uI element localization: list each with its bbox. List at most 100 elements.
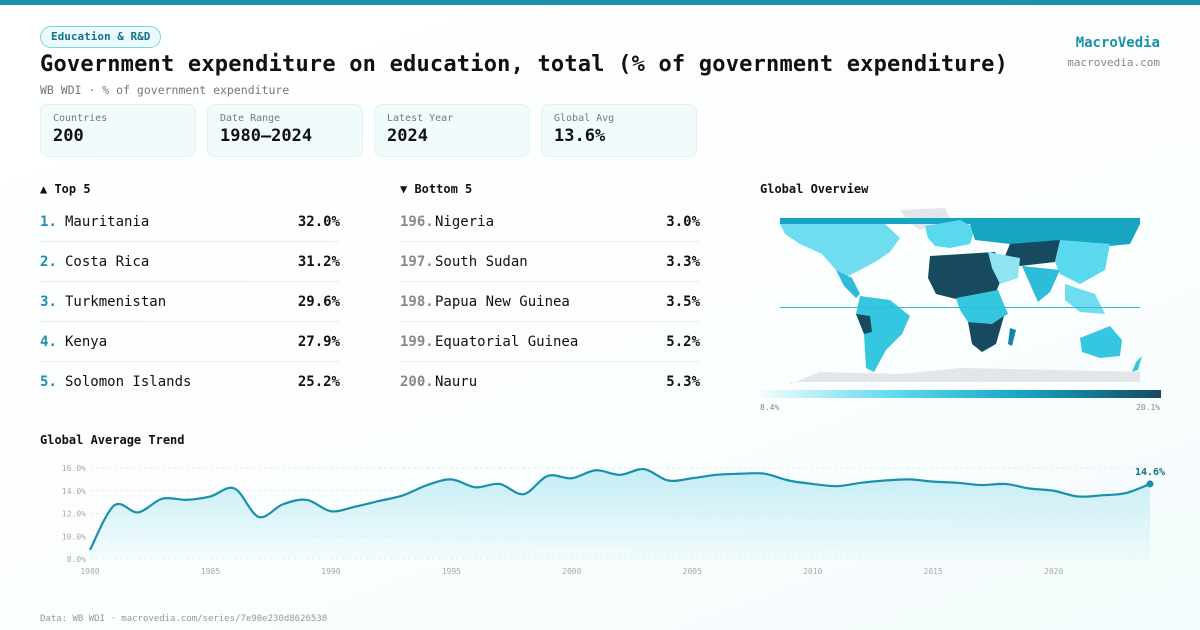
australia — [1080, 326, 1122, 358]
y-tick-label: 16.0% — [62, 464, 86, 473]
list-item[interactable]: 200. Nauru 5.3% — [400, 362, 700, 402]
map-heading: Global Overview — [760, 182, 869, 196]
country-name: Solomon Islands — [65, 374, 192, 390]
value: 5.2% — [666, 333, 700, 350]
brand-url[interactable]: macrovedia.com — [1067, 56, 1160, 69]
trend-heading: Global Average Trend — [40, 433, 185, 447]
stat-card-countries: Countries 200 — [40, 104, 196, 157]
list-item[interactable]: 198. Papua New Guinea 3.5% — [400, 282, 700, 322]
north-africa — [928, 252, 1005, 300]
stat-value: 200 — [53, 126, 84, 146]
country-name: Costa Rica — [65, 253, 150, 270]
north-america — [780, 224, 900, 276]
list-item[interactable]: 5. Solomon Islands 25.2% — [40, 362, 340, 402]
value: 25.2% — [297, 374, 340, 390]
list-item[interactable]: 197. South Sudan 3.3% — [400, 242, 700, 282]
southeast-asia — [1065, 284, 1105, 314]
bottom5-heading: ▼ Bottom 5 — [400, 182, 473, 196]
last-value-label: 14.6% — [1135, 467, 1165, 478]
antarctica — [790, 368, 1140, 384]
central-america — [836, 270, 860, 298]
stat-card-date-range: Date Range 1980–2024 — [207, 104, 363, 157]
rank: 5. — [40, 374, 57, 390]
stat-label: Global Avg — [554, 113, 615, 124]
x-tick-label: 2010 — [803, 567, 822, 576]
rank: 197. — [400, 253, 434, 270]
southern-africa — [968, 316, 1004, 352]
stat-card-latest-year: Latest Year 2024 — [374, 104, 530, 157]
stat-value: 1980–2024 — [220, 126, 313, 146]
trend-line — [89, 468, 1151, 551]
country-name: Kenya — [65, 333, 108, 350]
rank: 198. — [400, 293, 434, 310]
country-name: Mauritania — [65, 213, 150, 230]
value: 5.3% — [666, 374, 700, 390]
trend-area — [90, 469, 1150, 559]
rank: 1. — [40, 213, 57, 230]
page-subtitle: WB WDI · % of government expenditure — [40, 83, 290, 97]
south-asia — [1022, 266, 1060, 302]
country-name: Equatorial Guinea — [435, 333, 579, 350]
x-tick-label: 1980 — [80, 567, 99, 576]
x-tick-label: 1990 — [321, 567, 340, 576]
equator-line — [780, 307, 1140, 308]
country-name: Turkmenistan — [65, 293, 167, 310]
country-name: Nigeria — [435, 213, 495, 230]
madagascar — [1008, 328, 1016, 346]
value: 3.0% — [666, 213, 700, 230]
value: 3.3% — [666, 253, 700, 270]
legend-max: 20.1% — [1136, 403, 1161, 412]
south-america — [856, 296, 910, 372]
asia-east — [1055, 240, 1110, 284]
list-item[interactable]: 1. Mauritania 32.0% — [40, 202, 340, 242]
bottom5-list: 196. Nigeria 3.0% 197. South Sudan 3.3% 198. Pa… — [400, 202, 700, 402]
footer-source: Data: WB WDI · macrovedia.com/series/7e9… — [40, 614, 328, 624]
x-tick-label: 1985 — [201, 567, 220, 576]
rank: 4. — [40, 333, 57, 350]
stat-value: 13.6% — [554, 126, 606, 146]
country-name: South Sudan — [435, 253, 528, 270]
y-tick-label: 12.0% — [62, 510, 86, 519]
legend-min: 8.4% — [760, 403, 780, 412]
x-tick-label: 2020 — [1044, 567, 1063, 576]
country-name: Nauru — [435, 374, 478, 390]
list-item[interactable]: 4. Kenya 27.9% — [40, 322, 340, 362]
list-item[interactable]: 199. Equatorial Guinea 5.2% — [400, 322, 700, 362]
new-zealand — [1132, 356, 1142, 372]
rank: 196. — [400, 213, 434, 230]
y-tick-label: 8.0% — [67, 555, 86, 564]
x-tick-label: 2005 — [683, 567, 702, 576]
category-badge[interactable]: Education & R&D — [40, 26, 162, 48]
y-tick-label: 14.0% — [62, 487, 86, 496]
list-item[interactable]: 196. Nigeria 3.0% — [400, 202, 700, 242]
x-tick-label: 2015 — [924, 567, 943, 576]
south-america-west — [856, 314, 872, 334]
rank: 200. — [400, 374, 434, 390]
middle-east — [988, 252, 1020, 284]
list-item[interactable]: 3. Turkmenistan 29.6% — [40, 282, 340, 322]
russia — [970, 224, 1140, 248]
value: 31.2% — [297, 253, 340, 270]
value: 27.9% — [297, 333, 340, 350]
stat-label: Countries — [53, 113, 108, 124]
value: 32.0% — [297, 213, 340, 230]
stat-value: 2024 — [387, 126, 428, 146]
data-point — [1146, 480, 1154, 488]
country-name: Papua New Guinea — [435, 293, 570, 310]
trend-chart: 8.0% 10.0% 12.0% 14.0% 16.0% 1980 1985 1990 1995… — [62, 464, 1165, 576]
stat-card-global-avg: Global Avg 13.6% — [541, 104, 697, 157]
top5-list: 1. Mauritania 32.0% 2. Costa Rica 31.2% 3. Turk… — [40, 202, 340, 402]
rank: 3. — [40, 293, 57, 310]
value: 29.6% — [297, 293, 340, 310]
x-tick-label: 2000 — [562, 567, 581, 576]
value: 3.5% — [666, 293, 700, 310]
rank: 2. — [40, 253, 57, 270]
list-item[interactable]: 2. Costa Rica 31.2% — [40, 242, 340, 282]
world-map[interactable] — [760, 204, 1160, 384]
brand-logo[interactable]: MacroVedia — [1075, 35, 1160, 51]
map-legend-gradient — [760, 390, 1161, 398]
page-title: Government expenditure on education, tot… — [40, 52, 1009, 77]
europe — [925, 220, 975, 248]
top-accent-bar — [0, 0, 1200, 5]
y-tick-label: 10.0% — [62, 532, 86, 541]
